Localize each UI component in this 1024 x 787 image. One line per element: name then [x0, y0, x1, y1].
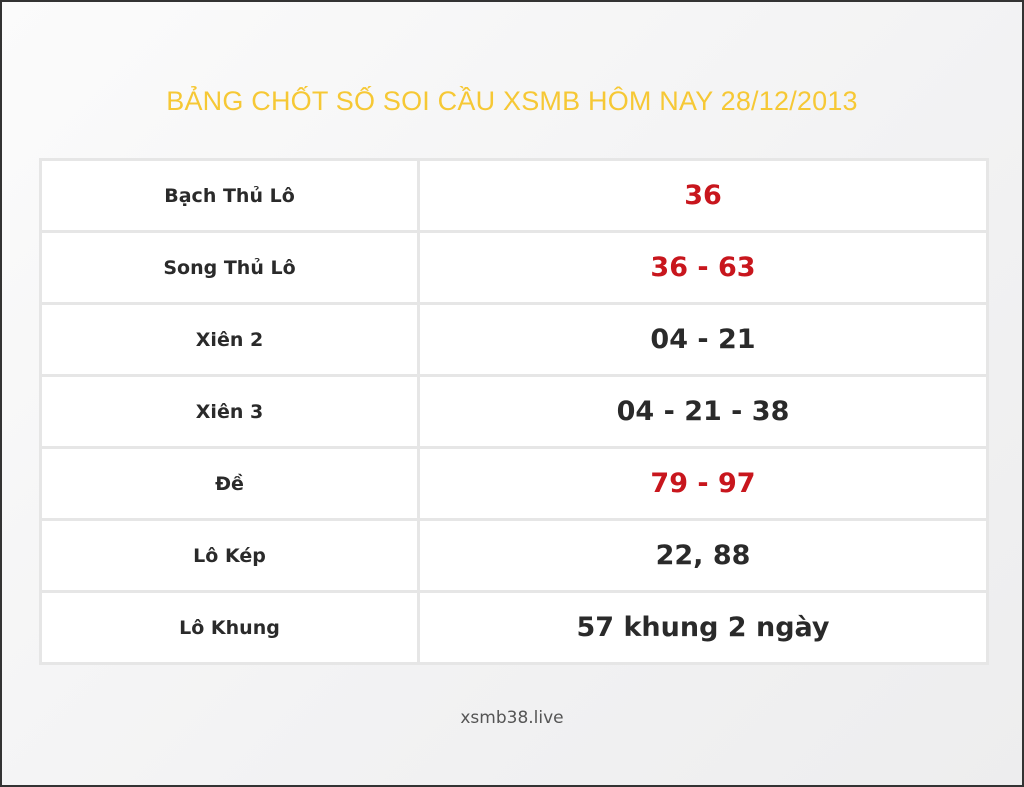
row-label: Đề [39, 446, 420, 521]
row-label: Bạch Thủ Lô [39, 158, 420, 233]
row-value: 04 - 21 [417, 302, 989, 377]
prediction-table: Bạch Thủ Lô 36 Song Thủ Lô 36 - 63 Xiên 2 04 … [39, 158, 989, 665]
row-label: Song Thủ Lô [39, 230, 420, 305]
table-row: Bạch Thủ Lô 36 [39, 158, 989, 233]
site-watermark: xsmb38.live [460, 708, 564, 728]
row-value: 36 [417, 158, 989, 233]
row-label: Lô Khung [39, 590, 420, 665]
table-row: Song Thủ Lô 36 - 63 [39, 230, 989, 305]
row-label: Xiên 3 [39, 374, 420, 449]
table-row: Lô Kép 22, 88 [39, 518, 989, 593]
row-value: 36 - 63 [417, 230, 989, 305]
row-label: Xiên 2 [39, 302, 420, 377]
page-title: BẢNG CHỐT SỐ SOI CẦU XSMB HÔM NAY 28/12/… [166, 86, 858, 116]
row-value: 79 - 97 [417, 446, 989, 521]
table-row: Xiên 2 04 - 21 [39, 302, 989, 377]
table-row: Xiên 3 04 - 21 - 38 [39, 374, 989, 449]
table-row: Đề 79 - 97 [39, 446, 989, 521]
row-value: 57 khung 2 ngày [417, 590, 989, 665]
row-value: 04 - 21 - 38 [417, 374, 989, 449]
row-label: Lô Kép [39, 518, 420, 593]
table-row: Lô Khung 57 khung 2 ngày [39, 590, 989, 665]
row-value: 22, 88 [417, 518, 989, 593]
